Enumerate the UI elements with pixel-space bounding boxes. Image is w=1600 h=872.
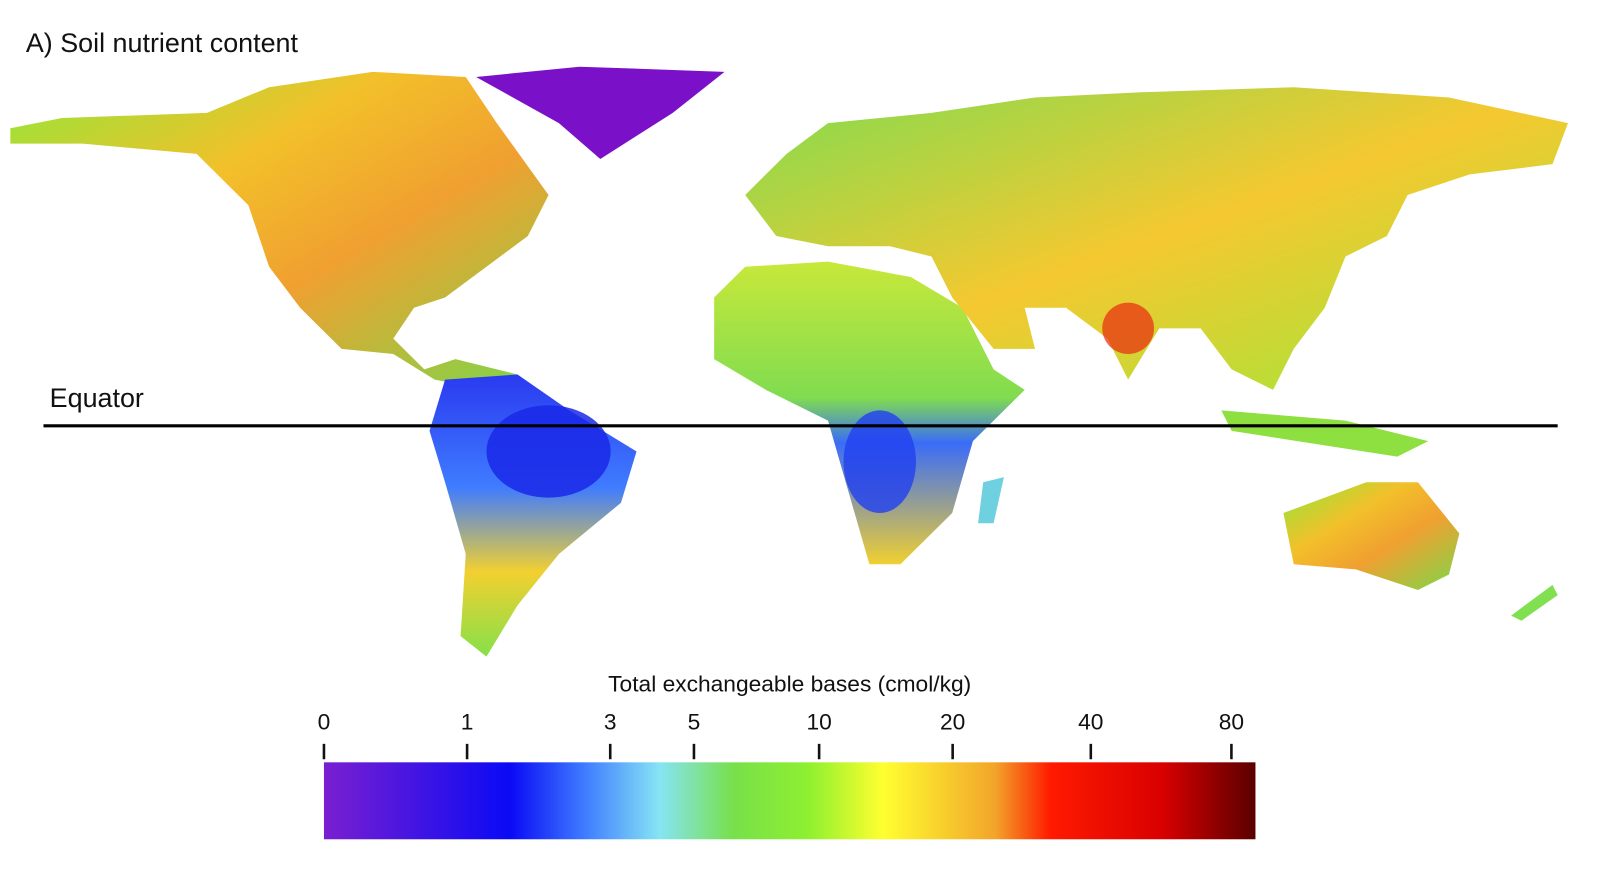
colorbar-tick-label: 1 <box>461 708 474 734</box>
world-map <box>10 66 1569 657</box>
india-region <box>1102 302 1155 354</box>
madagascar <box>978 477 1004 524</box>
australia <box>1283 482 1460 590</box>
eurasia <box>745 87 1569 390</box>
colorbar-tick-label: 3 <box>604 708 617 734</box>
southeast-asia-islands <box>1221 410 1429 457</box>
colorbar-tick-label: 5 <box>688 708 701 734</box>
amazon-region <box>486 405 611 498</box>
figure-body: A) Soil nutrient content Equator Total e… <box>10 28 1569 840</box>
colorbar-tick-label: 10 <box>806 708 831 734</box>
colorbar <box>323 762 1256 840</box>
colorbar-tick-label: 0 <box>318 708 331 734</box>
colorbar-tick-label: 80 <box>1219 708 1244 734</box>
map-title: A) Soil nutrient content <box>26 28 299 58</box>
new-zealand <box>1511 584 1558 621</box>
colorbar-tick-label: 20 <box>940 708 965 734</box>
colorbar-title: Total exchangeable bases (cmol/kg) <box>608 670 971 696</box>
equator-label: Equator <box>50 383 144 413</box>
north-america <box>10 71 549 390</box>
colorbar-tick-label: 40 <box>1078 708 1103 734</box>
greenland <box>476 66 725 160</box>
congo-region <box>843 410 916 513</box>
